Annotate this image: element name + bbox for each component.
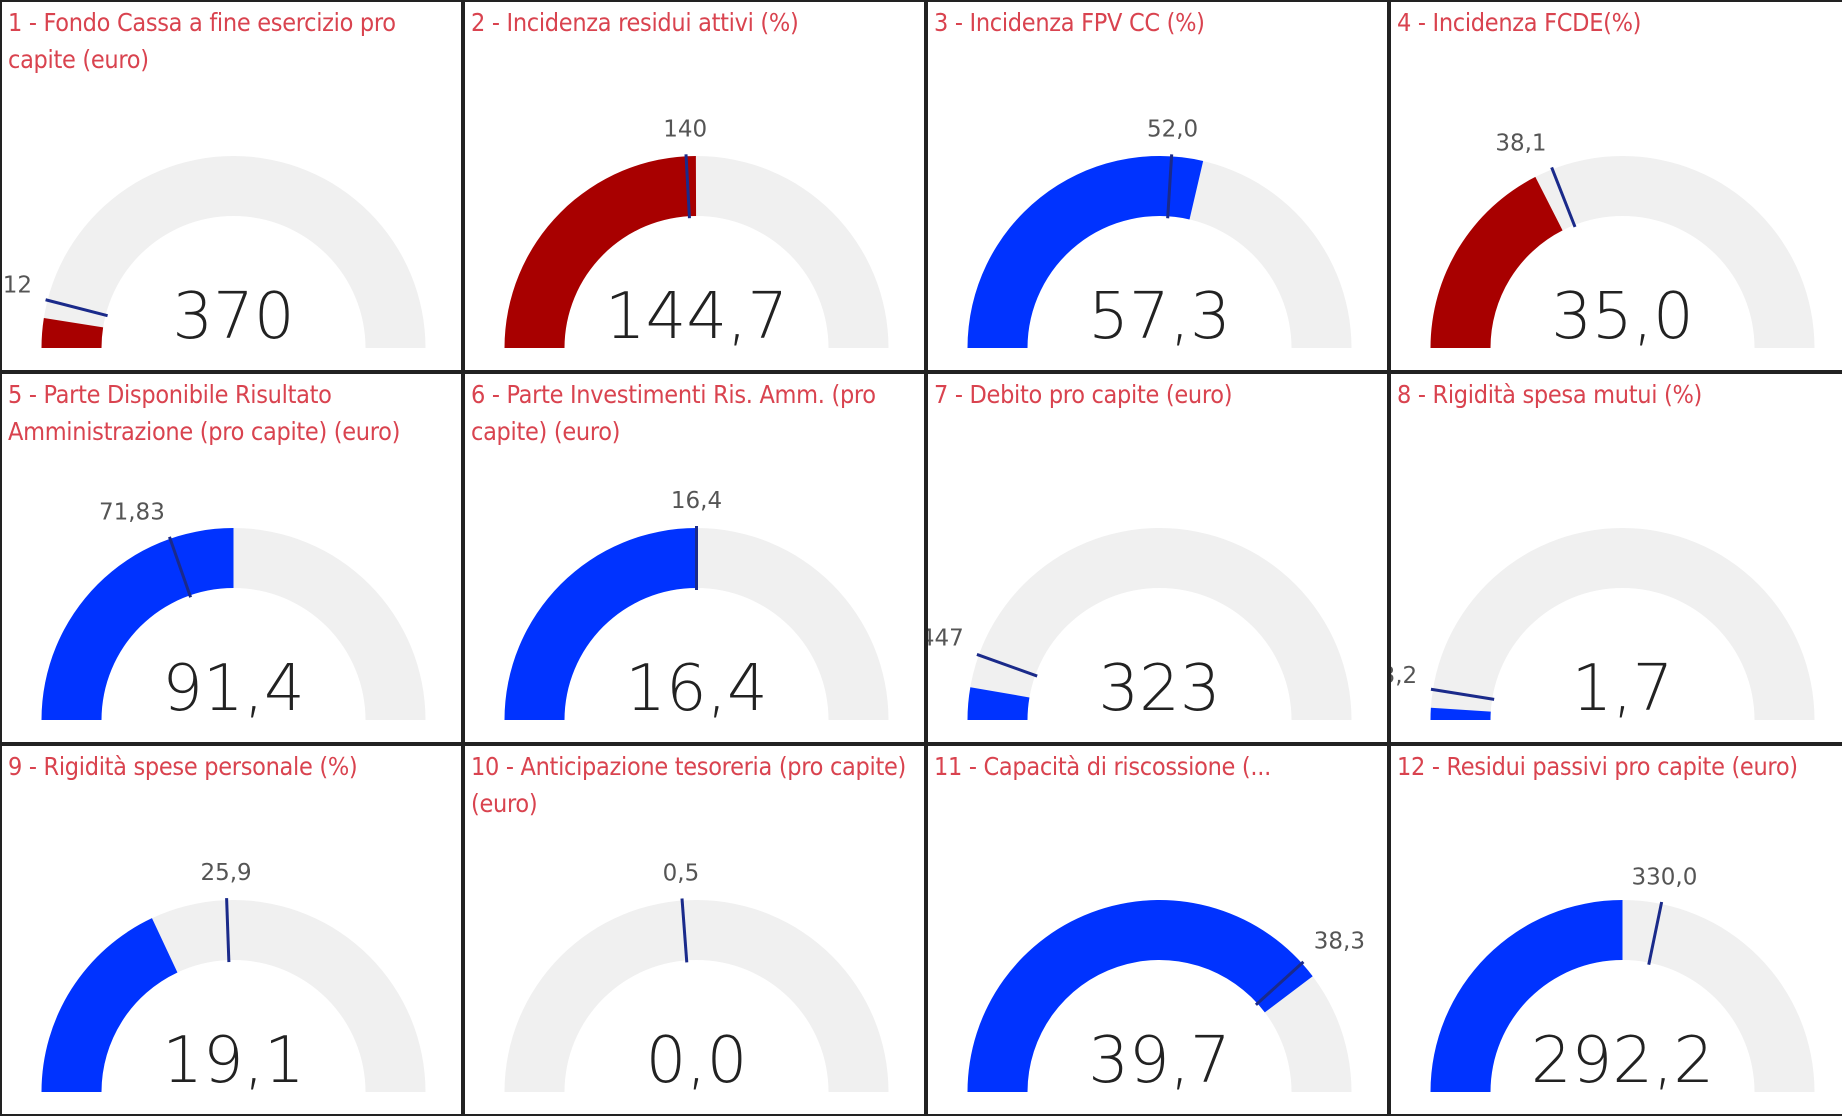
- target-line: [225, 898, 231, 963]
- target-label: 330,0: [1632, 864, 1698, 890]
- gauge-fill: [967, 687, 1030, 720]
- gauge: 25,9 19,1: [41, 860, 426, 1098]
- gauge: 38,1 35,0: [1430, 130, 1815, 354]
- gauge-value: 370: [172, 280, 294, 354]
- gauge: 0,5 0,0: [504, 861, 889, 1098]
- target-line: [1166, 154, 1174, 219]
- target-line: [1254, 960, 1305, 1006]
- gauge-value: 91,4: [162, 652, 305, 726]
- gauge: 71,83 91,4: [41, 500, 426, 726]
- gauge: 330,0 292,2: [1430, 864, 1815, 1098]
- target-label: 0,5: [663, 861, 700, 887]
- target-label: 38,3: [1314, 928, 1365, 954]
- gauge-value: 144,7: [605, 280, 788, 354]
- gauge-fill: [1430, 176, 1563, 348]
- gauge-title: 12 - Residui passivi pro capite (euro): [1397, 752, 1798, 781]
- target-label: 25,9: [200, 860, 251, 886]
- gauge: 3,2 1,7: [1391, 528, 1815, 726]
- gauge-title: 1 - Fondo Cassa a fine esercizio pro cap…: [8, 8, 396, 74]
- gauge-value: 39,7: [1088, 1024, 1231, 1098]
- target-line: [684, 154, 691, 219]
- gauge-tile: 3,2 1,7 8 - Rigidità spesa mutui (%): [1389, 372, 1842, 744]
- gauge: 447 323: [928, 528, 1352, 726]
- gauge-title: 11 - Capacità di riscossione (...: [934, 752, 1271, 781]
- gauge-fill: [41, 528, 234, 720]
- gauge-fill: [41, 918, 178, 1092]
- gauge-title: 8 - Rigidità spesa mutui (%): [1397, 380, 1703, 409]
- gauge-fill: [504, 528, 697, 720]
- gauge-value: 16,4: [625, 652, 768, 726]
- gauge-tile: 16,4 16,4 6 - Parte Investimenti Ris. Amm.…: [463, 372, 926, 744]
- gauge-value: 323: [1098, 652, 1220, 726]
- target-label: 412: [2, 272, 32, 298]
- target-label: 52,0: [1147, 116, 1198, 142]
- gauge-track: [41, 156, 426, 348]
- gauge-tile: 140 144,7 2 - Incidenza residui attivi (%): [463, 0, 926, 372]
- gauge-title: 5 - Parte Disponibile Risultato Amminist…: [8, 380, 401, 446]
- target-line: [1430, 687, 1495, 701]
- gauge-tile: 38,1 35,0 4 - Incidenza FCDE(%): [1389, 0, 1842, 372]
- gauge-tile: 330,0 292,2 12 - Residui passivi pro capit…: [1389, 744, 1842, 1116]
- gauge-fill: [967, 156, 1204, 348]
- gauge-tile: 412 370 1 - Fondo Cassa a fine esercizio p…: [0, 0, 463, 372]
- gauge: 38,3 39,7: [967, 900, 1365, 1098]
- target-line: [680, 898, 689, 963]
- gauge: 140 144,7: [504, 116, 889, 354]
- gauge-title: 2 - Incidenza residui attivi (%): [471, 8, 799, 37]
- gauge-track: [1430, 528, 1815, 720]
- gauge-title: 9 - Rigidità spese personale (%): [8, 752, 358, 781]
- gauge-tile: 25,9 19,1 9 - Rigidità spese personale (%): [0, 744, 463, 1116]
- target-label: 16,4: [671, 488, 722, 514]
- gauge-fill: [41, 317, 104, 348]
- gauge-fill: [1430, 707, 1491, 720]
- gauge-value: 292,2: [1531, 1024, 1714, 1098]
- gauge-value: 57,3: [1088, 280, 1231, 354]
- gauge-title: 10 - Anticipazione tesoreria (pro capite…: [471, 752, 906, 818]
- gauge-value: 19,1: [162, 1024, 305, 1098]
- gauge-tile: 38,3 39,7 11 - Capacità di riscossione (..…: [926, 744, 1389, 1116]
- target-label: 38,1: [1495, 130, 1546, 156]
- target-line: [1550, 166, 1577, 228]
- target-line: [168, 536, 193, 598]
- gauge-value: 1,7: [1572, 652, 1674, 726]
- gauge-fill: [967, 900, 1313, 1092]
- gauge-title: 3 - Incidenza FPV CC (%): [934, 8, 1205, 37]
- gauge-title: 6 - Parte Investimenti Ris. Amm. (pro ca…: [471, 380, 876, 446]
- gauge-title: 7 - Debito pro capite (euro): [934, 380, 1233, 409]
- gauge-tile: 52,0 57,3 3 - Incidenza FPV CC (%): [926, 0, 1389, 372]
- target-label: 140: [663, 116, 707, 142]
- gauge-title: 4 - Incidenza FCDE(%): [1397, 8, 1642, 37]
- gauge-track: [504, 900, 889, 1092]
- gauge: 16,4 16,4: [504, 488, 889, 726]
- gauge-fill: [504, 156, 697, 348]
- target-label: 3,2: [1391, 663, 1417, 689]
- gauge-value: 35,0: [1551, 280, 1694, 354]
- target-label: 71,83: [99, 500, 165, 526]
- gauge: 52,0 57,3: [967, 116, 1352, 354]
- target-label: 447: [928, 626, 964, 652]
- gauge-tile: 0,5 0,0 10 - Anticipazione tesoreria (pro …: [463, 744, 926, 1116]
- gauge-fill: [1430, 900, 1623, 1092]
- target-line: [45, 298, 108, 318]
- gauge-value: 0,0: [646, 1024, 748, 1098]
- gauge: 412 370: [2, 156, 426, 354]
- gauge-track: [967, 528, 1352, 720]
- target-line: [1647, 901, 1664, 965]
- target-line: [976, 653, 1038, 678]
- gauge-tile: 71,83 91,4 5 - Parte Disponibile Risultato…: [0, 372, 463, 744]
- gauge-tile: 447 323 7 - Debito pro capite (euro): [926, 372, 1389, 744]
